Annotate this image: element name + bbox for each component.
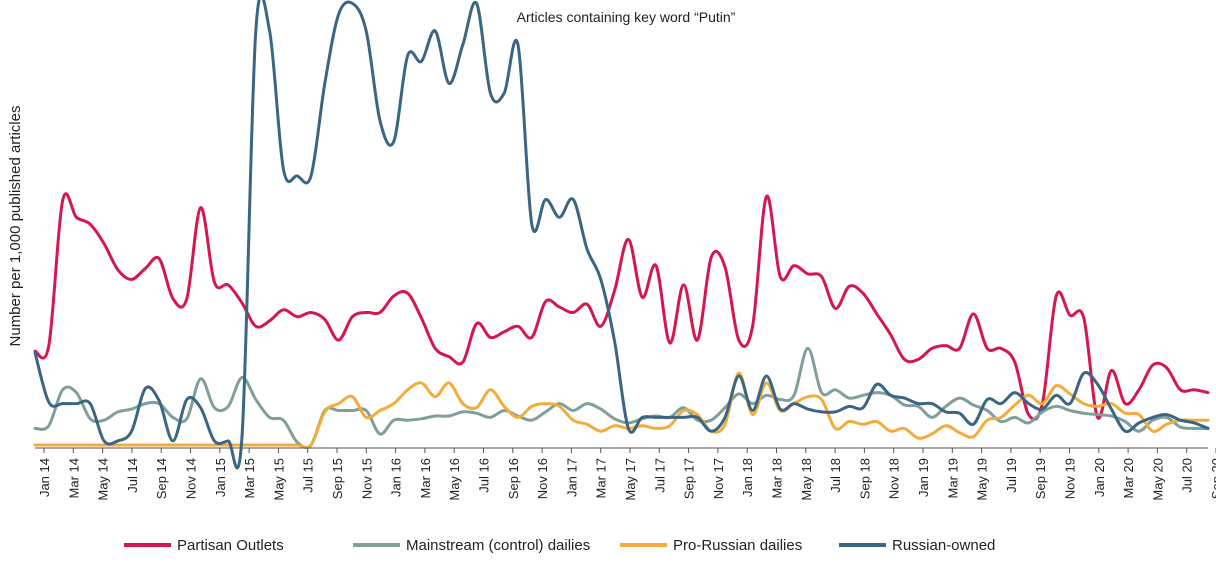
series-line-partisan-outlets (33, 192, 1210, 421)
x-tick-label: Jul 19 (1004, 458, 1019, 493)
series-line-mainstream-control-dailies (33, 346, 1210, 450)
x-tick-label: May 20 (1150, 458, 1165, 501)
x-tick-label: May 17 (623, 458, 638, 501)
x-tick-label: Jul 17 (652, 458, 667, 493)
y-axis-label: Number per 1,000 published articles (7, 106, 24, 347)
x-tick-label: Jan 15 (213, 458, 228, 497)
series-line-russian-owned (33, 0, 1210, 470)
x-tick-label: Nov 16 (535, 458, 550, 499)
x-tick-label: Jul 20 (1180, 458, 1195, 493)
x-tick-label: Sep 14 (154, 458, 169, 499)
x-tick-label: Jul 16 (477, 458, 492, 493)
x-tick-label: May 19 (975, 458, 990, 501)
x-tick-label: Jan 14 (37, 458, 52, 497)
x-tick-label: Mar 17 (594, 458, 609, 498)
x-tick-label: Jan 20 (1092, 458, 1107, 497)
x-tick-label: Mar 20 (1121, 458, 1136, 498)
x-tick-label: Mar 16 (418, 458, 433, 498)
x-axis-ticks: Jan 14 Mar 14 May 14 Jul 14 Sep 14 Nov 14 Jan … (37, 448, 1216, 501)
x-tick-label: Jul 14 (125, 458, 140, 493)
x-tick-label: Nov 19 (1063, 458, 1078, 499)
x-tick-label: Sep 20 (1209, 458, 1216, 499)
x-tick-label: May 15 (271, 458, 286, 501)
legend-label: Pro-Russian dailies (673, 537, 802, 554)
x-tick-label: Nov 17 (711, 458, 726, 499)
x-tick-label: Jan 19 (916, 458, 931, 497)
legend-label: Mainstream (control) dailies (406, 537, 590, 554)
x-tick-label: Mar 14 (66, 458, 81, 498)
x-tick-label: May 14 (96, 458, 111, 501)
x-tick-label: May 16 (447, 458, 462, 501)
x-tick-label: Jan 17 (564, 458, 579, 497)
legend-label: Partisan Outlets (177, 537, 284, 554)
x-tick-label: Mar 15 (242, 458, 257, 498)
x-tick-label: Sep 17 (682, 458, 697, 499)
x-tick-label: May 18 (799, 458, 814, 501)
chart-title: Articles containing key word “Putin” (517, 9, 736, 25)
x-tick-label: Jul 15 (301, 458, 316, 493)
legend: Partisan Outlets Mainstream (control) dai… (124, 537, 995, 554)
x-tick-label: Nov 15 (359, 458, 374, 499)
x-tick-label: Sep 16 (506, 458, 521, 499)
x-tick-label: Nov 18 (887, 458, 902, 499)
x-tick-label: Sep 15 (330, 458, 345, 499)
x-tick-label: Jan 16 (389, 458, 404, 497)
x-tick-label: Mar 19 (945, 458, 960, 498)
x-tick-label: Sep 19 (1033, 458, 1048, 499)
x-tick-label: Jan 18 (740, 458, 755, 497)
x-tick-label: Sep 18 (857, 458, 872, 499)
series-lines (33, 0, 1210, 470)
x-tick-label: Mar 18 (770, 458, 785, 498)
x-tick-label: Nov 14 (184, 458, 199, 499)
x-tick-label: Jul 18 (828, 458, 843, 493)
legend-label: Russian-owned (892, 537, 995, 554)
